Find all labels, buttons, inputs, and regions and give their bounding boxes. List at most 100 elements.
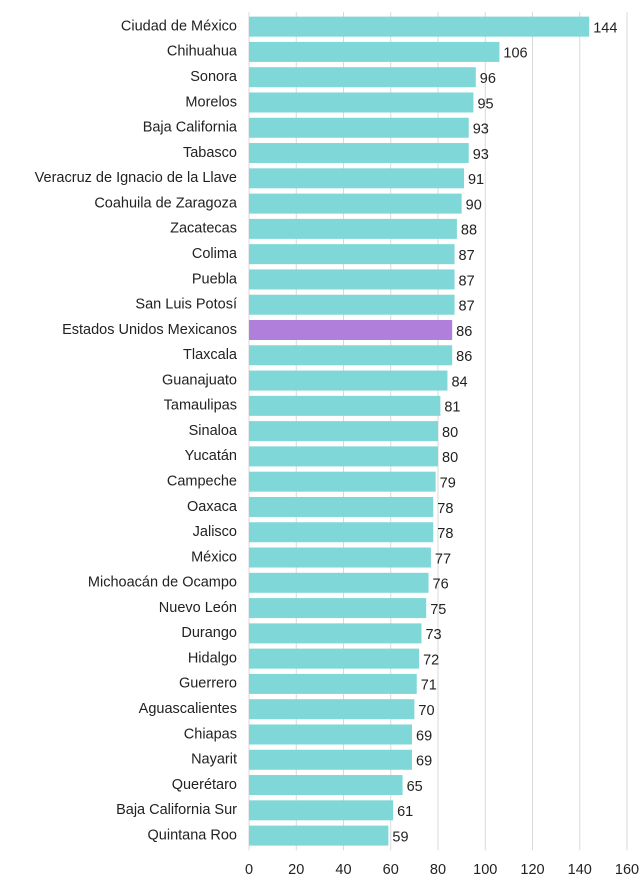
value-label: 87: [459, 248, 475, 264]
y-tick-label: Chihuahua: [167, 44, 238, 60]
y-tick-label: Aguascalientes: [139, 701, 237, 717]
value-label: 93: [473, 122, 489, 138]
bar: [249, 496, 434, 517]
bar: [249, 825, 389, 846]
y-tick-label: Nuevo León: [159, 600, 237, 616]
bar: [249, 370, 448, 391]
value-label: 86: [456, 349, 472, 365]
bar: [249, 446, 438, 467]
value-label: 84: [451, 374, 467, 390]
bar: [249, 775, 403, 796]
y-tick-label: Guerrero: [179, 676, 237, 692]
y-tick-label: Morelos: [185, 94, 237, 110]
x-tick-label: 40: [335, 862, 351, 878]
bar: [249, 421, 438, 442]
y-tick-label: Chiapas: [184, 726, 237, 742]
value-label: 79: [440, 476, 456, 492]
bar: [249, 724, 413, 745]
bar: [249, 648, 420, 669]
y-tick-label: Sonora: [190, 69, 238, 85]
y-tick-label: Puebla: [192, 271, 238, 287]
y-tick-label: México: [191, 549, 237, 565]
bar: [249, 269, 455, 290]
value-label: 91: [468, 172, 484, 188]
value-label: 76: [433, 577, 449, 593]
value-label: 86: [456, 324, 472, 340]
bar: [249, 345, 453, 366]
y-tick-label: Zacatecas: [170, 221, 237, 237]
value-label: 80: [442, 450, 458, 466]
value-label: 81: [444, 400, 460, 416]
x-tick-label: 100: [473, 862, 497, 878]
value-label: 93: [473, 147, 489, 163]
bar: [249, 598, 427, 619]
bar: [249, 800, 394, 821]
bar: [249, 244, 455, 265]
bar: [249, 117, 469, 138]
bar: [249, 218, 457, 239]
bar: [249, 395, 441, 416]
value-label: 77: [435, 551, 451, 567]
value-label: 80: [442, 425, 458, 441]
value-label: 75: [430, 602, 446, 618]
bar: [249, 168, 464, 189]
y-tick-label: Veracruz de Ignacio de la Llave: [35, 170, 237, 186]
y-tick-label: Coahuila de Zaragoza: [94, 195, 238, 211]
y-tick-label: Tamaulipas: [164, 398, 237, 414]
bar: [249, 749, 413, 770]
value-label: 106: [503, 46, 527, 62]
bar: [249, 623, 422, 644]
x-tick-label: 60: [383, 862, 399, 878]
x-tick-label: 160: [615, 862, 639, 878]
value-label: 72: [423, 652, 439, 668]
bar: [249, 67, 476, 88]
x-tick-label: 0: [245, 862, 253, 878]
value-label: 144: [593, 20, 617, 36]
y-tick-label: Nayarit: [191, 752, 237, 768]
value-label: 87: [459, 299, 475, 315]
bar: [249, 699, 415, 720]
bar: [249, 547, 431, 568]
y-tick-label: Campeche: [167, 474, 237, 490]
value-label: 90: [466, 197, 482, 213]
bar: [249, 673, 417, 694]
y-tick-label: Quintana Roo: [148, 827, 237, 843]
y-tick-label: Guanajuato: [162, 372, 237, 388]
y-tick-label: Yucatán: [185, 448, 237, 464]
bar: [249, 572, 429, 593]
bar: [249, 522, 434, 543]
bar: [249, 193, 462, 214]
y-tick-label: Baja California: [143, 120, 238, 136]
bar: [249, 471, 436, 492]
y-tick-label: Estados Unidos Mexicanos: [62, 322, 237, 338]
value-label: 65: [407, 779, 423, 795]
value-label: 95: [477, 96, 493, 112]
bar: [249, 320, 453, 340]
value-label: 88: [461, 223, 477, 239]
y-tick-label: Hidalgo: [188, 650, 237, 666]
value-label: 87: [459, 273, 475, 289]
bar: [249, 41, 500, 62]
value-label: 71: [421, 678, 437, 694]
value-label: 96: [480, 71, 496, 87]
y-tick-label: Ciudad de México: [121, 18, 237, 34]
y-tick-label: Querétaro: [172, 777, 237, 793]
value-label: 59: [392, 829, 408, 845]
value-label: 69: [416, 728, 432, 744]
bar: [249, 16, 590, 37]
y-tick-label: Colima: [192, 246, 238, 262]
y-tick-label: Sinaloa: [189, 423, 238, 439]
x-tick-label: 20: [288, 862, 304, 878]
bar: [249, 92, 474, 113]
y-tick-label: Tabasco: [183, 145, 237, 161]
y-tick-label: Durango: [181, 625, 237, 641]
y-tick-label: Oaxaca: [187, 499, 238, 515]
value-label: 73: [425, 627, 441, 643]
x-tick-label: 140: [568, 862, 592, 878]
y-tick-label: San Luis Potosí: [135, 297, 237, 313]
x-tick-label: 80: [430, 862, 446, 878]
y-tick-label: Jalisco: [193, 524, 237, 540]
value-label: 78: [437, 501, 453, 517]
x-tick-label: 120: [520, 862, 544, 878]
